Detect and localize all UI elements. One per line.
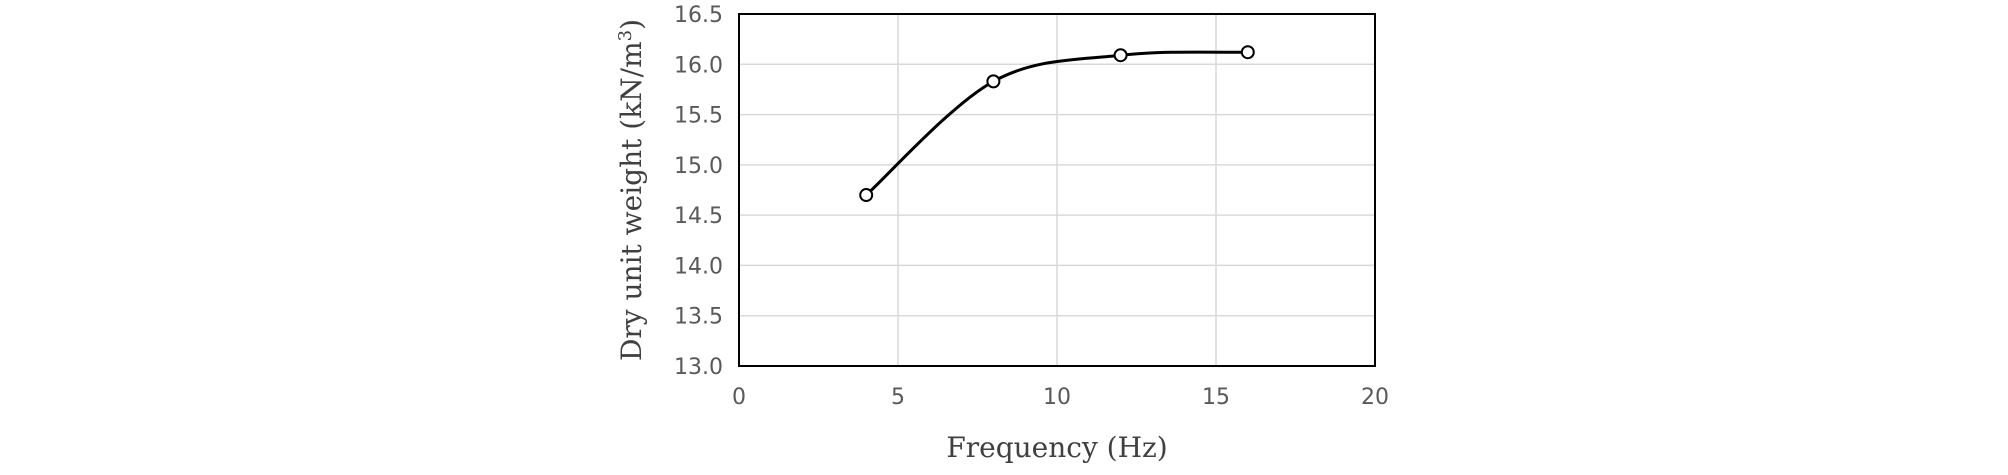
y-tick-label: 14.5 [674,204,723,229]
x-tick-label: 10 [1043,385,1071,410]
data-point [1113,48,1128,63]
y-tick-label: 14.0 [674,254,723,279]
series-line [865,50,1248,197]
y-tick-label: 13.0 [674,355,723,380]
x-tick-label: 15 [1202,385,1230,410]
y-tick-label: 13.5 [674,305,723,330]
y-axis-title: Dry unit weight (kN/m3) [615,19,649,361]
gridlines [739,14,1375,366]
x-axis-title: Frequency (Hz) [946,431,1167,464]
plot-area-frame [738,13,1376,367]
y-axis-ticks: 13.0 13.5 14.0 14.5 15.0 15.5 16.0 16.5 [674,3,723,380]
x-tick-label: 0 [732,385,746,410]
y-tick-label: 16.5 [674,3,723,28]
data-point [1240,45,1255,60]
data-point [859,188,874,203]
y-tick-label: 15.0 [674,154,723,179]
x-tick-label: 20 [1361,385,1389,410]
series-layer [859,45,1255,203]
y-tick-label: 16.0 [674,53,723,78]
y-tick-label: 15.5 [674,104,723,129]
x-tick-label: 5 [891,385,905,410]
data-point [986,74,1001,89]
x-axis-ticks: 0 5 10 15 20 [732,385,1389,410]
